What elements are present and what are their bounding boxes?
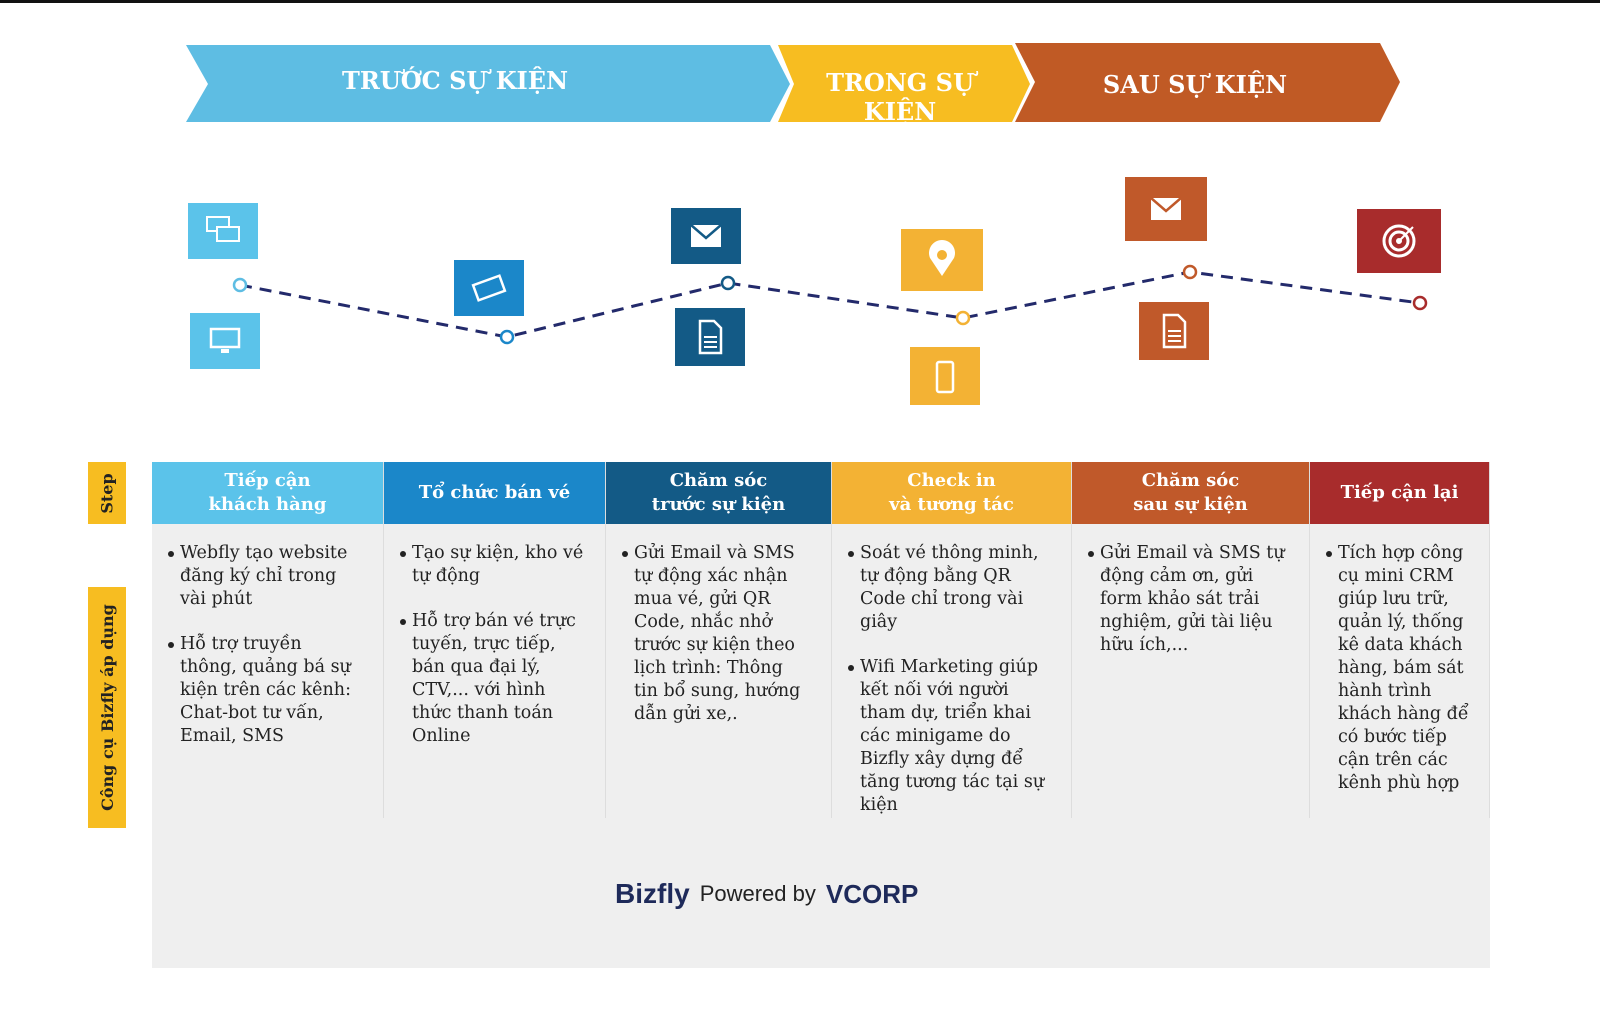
journey-line [232,264,1428,345]
step-column: Chăm sóc sau sự kiện Gửi Email và SMS tự … [1072,462,1310,818]
step-header: Tổ chức bán vé [384,462,605,524]
phase-during-label: TRONG SỰ KIỆN [826,68,974,126]
computer-icon [190,313,260,369]
powered-by-text: Powered by [699,881,816,906]
tool-item: Hỗ trợ bán vé trực tuyến, trực tiếp, bán… [400,610,585,748]
journey-node [1412,295,1428,311]
ticket-icon [454,260,524,316]
step-column: Chăm sóc trước sự kiện Gửi Email và SMS t… [606,462,832,818]
tool-item: Webfly tạo website đăng ký chỉ trong vài… [168,542,363,611]
step-header: Chăm sóc sau sự kiện [1072,462,1309,524]
location-pin-icon [901,229,983,291]
tool-item: Soát vé thông minh, tự động bằng QR Code… [848,542,1051,634]
phase-before-label: TRƯỚC SỰ KIỆN [341,66,569,95]
journey-node [499,329,515,345]
step-header: Tiếp cận khách hàng [152,462,383,524]
step-tools: Gửi Email và SMS tự động cảm ơn, gửi for… [1072,524,1309,657]
phase-banner [186,43,1400,122]
steps-table: Tiếp cận khách hàng Webfly tạo website đă… [152,462,1490,968]
footer-logos: Bizfly Powered by VCORP [615,878,918,910]
tool-item: Wifi Marketing giúp kết nối với người th… [848,656,1051,817]
step-header: Tiếp cận lại [1310,462,1489,524]
vccorp-logo: VCORP [826,879,918,910]
document-icon [1139,302,1209,360]
tool-item: Tích hợp công cụ mini CRM giúp lưu trữ, … [1326,543,1469,793]
email-icon [671,208,741,264]
step-header: Check in và tương tác [832,462,1071,524]
step-column: Tiếp cận lại Tích hợp công cụ mini CRM gi… [1310,462,1490,818]
journey-node [955,310,971,326]
journey-node [720,275,736,291]
tools-label-box: Công cụ Bizfly áp dụng [88,587,126,828]
document-icon [675,308,745,366]
vccorp-logo-v: V [825,878,844,909]
top-border [0,0,1600,3]
tools-label: Công cụ Bizfly áp dụng [97,604,117,811]
step-tools: Tạo sự kiện, kho vé tự động Hỗ trợ bán vé… [384,524,605,748]
step-label: Step [97,472,117,514]
step-label-box: Step [88,462,126,524]
bizfly-logo: Bizfly [615,878,690,909]
tool-item: Hỗ trợ truyền thông, quảng bá sự kiện tr… [168,633,363,748]
phase-after-arrow [1015,43,1400,122]
vccorp-logo-text: CORP [843,878,919,909]
step-tools: Gửi Email và SMS tự động xác nhận mua vé… [606,524,831,726]
tool-item: Gửi Email và SMS tự động cảm ơn, gửi for… [1088,542,1289,657]
email-icon [1125,177,1207,241]
target-icon [1357,209,1441,273]
step-column: Tiếp cận khách hàng Webfly tạo website đă… [152,462,384,818]
step-header: Chăm sóc trước sự kiện [606,462,831,524]
phase-after-label: SAU SỰ KIỆN [1102,70,1288,99]
step-column: Check in và tương tác Soát vé thông minh,… [832,462,1072,818]
step-tools: Webfly tạo website đăng ký chỉ trong vài… [152,524,383,748]
journey-node [232,277,248,293]
chat-icon [188,203,258,259]
smartphone-icon [910,347,980,405]
journey-node [1182,264,1198,280]
step-tools: Soát vé thông minh, tự động bằng QR Code… [832,524,1071,817]
phase-before-arrow [186,45,790,122]
step-column: Tổ chức bán vé Tạo sự kiện, kho vé tự độn… [384,462,606,818]
tool-item: Gửi Email và SMS tự động xác nhận mua vé… [622,542,811,726]
step-tools: Tích hợp công cụ mini CRM giúp lưu trữ, … [1310,524,1489,795]
tool-item: Tạo sự kiện, kho vé tự động [400,543,584,586]
phase-during-arrow [778,45,1030,122]
